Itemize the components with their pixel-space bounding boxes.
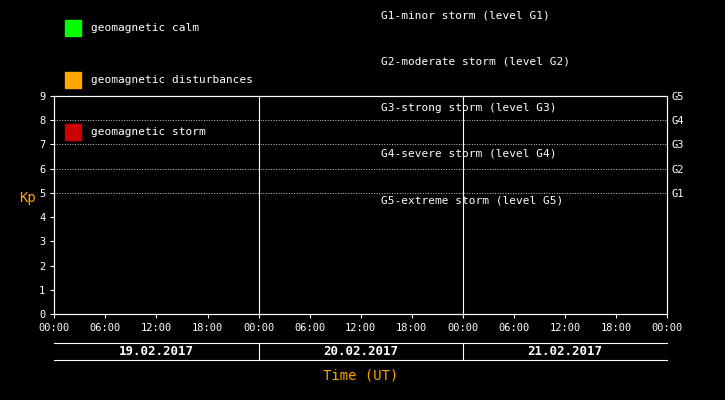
Text: geomagnetic disturbances: geomagnetic disturbances	[91, 75, 252, 85]
Text: Time (UT): Time (UT)	[323, 368, 398, 382]
Y-axis label: Kp: Kp	[20, 191, 36, 205]
Text: G5-extreme storm (level G5): G5-extreme storm (level G5)	[381, 195, 563, 205]
Text: G1-minor storm (level G1): G1-minor storm (level G1)	[381, 11, 550, 21]
Text: geomagnetic calm: geomagnetic calm	[91, 23, 199, 33]
Text: 19.02.2017: 19.02.2017	[119, 345, 194, 358]
Text: G3-strong storm (level G3): G3-strong storm (level G3)	[381, 103, 556, 113]
Text: G2-moderate storm (level G2): G2-moderate storm (level G2)	[381, 57, 570, 67]
Text: 20.02.2017: 20.02.2017	[323, 345, 398, 358]
Text: geomagnetic storm: geomagnetic storm	[91, 127, 205, 137]
Text: 21.02.2017: 21.02.2017	[527, 345, 602, 358]
Text: G4-severe storm (level G4): G4-severe storm (level G4)	[381, 149, 556, 159]
